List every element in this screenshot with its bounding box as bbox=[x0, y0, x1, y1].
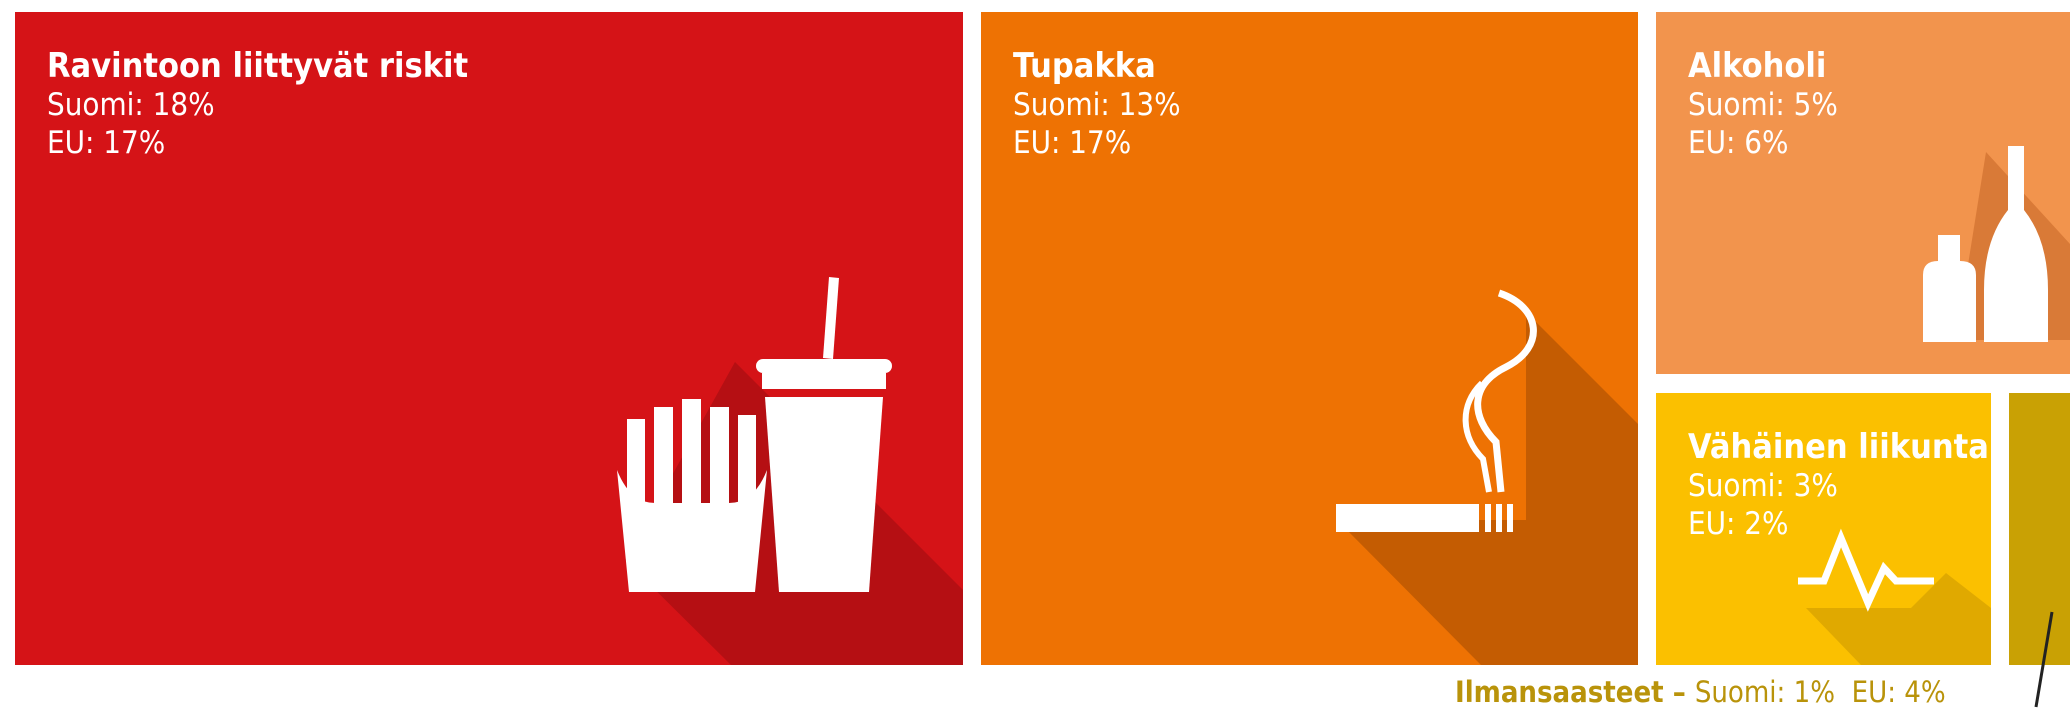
air-pollution-title: Ilmansaasteet bbox=[1455, 675, 1664, 709]
activity-eu-value: EU: 2% bbox=[1688, 505, 1989, 543]
tobacco-suomi-value: Suomi: 13% bbox=[1013, 86, 1181, 124]
activity-title: Vähäinen liikunta bbox=[1688, 427, 1989, 467]
treemap-tile-food: Ravintoon liittyvät riskit Suomi: 18% EU… bbox=[15, 12, 963, 665]
treemap-tile-activity: Vähäinen liikunta Suomi: 3% EU: 2% bbox=[1656, 393, 1991, 665]
air-pollution-label: Ilmansaasteet – Suomi: 1% EU: 4% bbox=[1455, 674, 1946, 710]
alcohol-eu-value: EU: 6% bbox=[1688, 124, 1838, 162]
tobacco-text: Tupakka Suomi: 13% EU: 17% bbox=[1013, 46, 1181, 162]
air-pollution-separator: – bbox=[1664, 675, 1695, 709]
activity-suomi-value: Suomi: 3% bbox=[1688, 467, 1989, 505]
cigarette-icon bbox=[1331, 277, 1551, 537]
treemap-tile-tobacco: Tupakka Suomi: 13% EU: 17% bbox=[981, 12, 1638, 665]
food-eu-value: EU: 17% bbox=[47, 124, 468, 162]
air-pollution-suomi-value: Suomi: 1% bbox=[1695, 675, 1835, 709]
bottles-icon bbox=[1918, 130, 2070, 350]
tobacco-title: Tupakka bbox=[1013, 46, 1181, 86]
food-suomi-value: Suomi: 18% bbox=[47, 86, 468, 124]
alcohol-text: Alkoholi Suomi: 5% EU: 6% bbox=[1688, 46, 1838, 162]
fries-and-drink-icon bbox=[610, 267, 900, 597]
air-pollution-eu-value: EU: 4% bbox=[1852, 675, 1946, 709]
activity-text: Vähäinen liikunta Suomi: 3% EU: 2% bbox=[1688, 427, 1989, 543]
alcohol-suomi-value: Suomi: 5% bbox=[1688, 86, 1838, 124]
treemap-tile-alcohol: Alkoholi Suomi: 5% EU: 6% bbox=[1656, 12, 2070, 374]
alcohol-title: Alkoholi bbox=[1688, 46, 1838, 86]
food-text: Ravintoon liittyvät riskit Suomi: 18% EU… bbox=[47, 46, 468, 162]
tobacco-eu-value: EU: 17% bbox=[1013, 124, 1181, 162]
treemap-tile-air-pollution bbox=[2009, 393, 2070, 665]
food-title: Ravintoon liittyvät riskit bbox=[47, 46, 468, 86]
